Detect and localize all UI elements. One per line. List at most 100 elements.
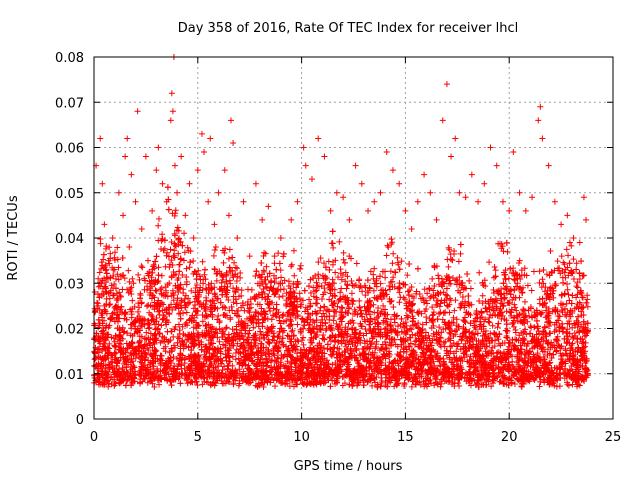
data-point [330,244,337,251]
data-point [565,291,572,298]
data-point [130,280,137,287]
data-point [155,215,162,222]
data-point [144,257,151,264]
data-point [211,221,218,228]
data-points [91,54,591,391]
data-point [226,246,233,253]
data-point [117,293,124,300]
data-point [476,269,483,276]
data-point [499,198,506,205]
data-point [155,222,162,229]
data-point [129,275,136,282]
data-point [565,252,572,259]
data-point [570,275,577,282]
data-point [536,330,543,337]
data-point [493,162,500,169]
data-point [213,326,220,333]
data-point [388,236,395,243]
data-point [487,144,494,151]
data-point [332,269,339,276]
data-point [429,312,436,319]
data-point [194,382,201,389]
data-point [367,268,374,275]
data-point [162,263,169,270]
data-point [176,261,183,268]
data-point [547,248,554,255]
data-point [536,279,543,286]
data-point [155,144,162,151]
data-point [509,358,516,365]
data-point [445,263,452,270]
data-point [128,171,135,178]
data-point [115,264,122,271]
data-point [272,383,279,390]
data-point [193,282,200,289]
data-point [481,180,488,187]
data-point [424,300,431,307]
data-point [389,167,396,174]
data-point [128,290,135,297]
data-point [429,275,436,282]
data-point [390,250,397,257]
data-point [453,316,460,323]
data-point [103,279,110,286]
data-point [528,287,535,294]
data-point [207,135,214,142]
data-point [95,275,102,282]
data-point [159,180,166,187]
data-point [533,331,540,338]
data-point [279,293,286,300]
data-point [268,316,275,323]
data-point [530,268,537,275]
data-point [408,225,415,232]
data-point [215,189,222,196]
data-point [288,216,295,223]
data-point [132,198,139,205]
data-point [211,290,218,297]
data-point [540,266,547,273]
data-point [225,255,232,262]
data-point [136,276,143,283]
data-point [402,207,409,214]
data-point [450,314,457,321]
data-point [205,281,212,288]
data-point [142,153,149,160]
data-point [294,321,301,328]
data-point [296,290,303,297]
data-point [134,308,141,315]
data-point [510,149,517,156]
data-point [122,153,129,160]
data-point [168,238,175,245]
data-point [468,171,475,178]
data-point [479,292,486,299]
data-point [573,283,580,290]
data-point [278,274,285,281]
data-point [168,301,175,308]
data-point [506,207,513,214]
data-point [263,263,270,270]
data-point [109,235,116,241]
data-point [421,171,428,178]
data-point [197,276,204,283]
data-point [337,289,344,296]
data-point [264,338,271,345]
data-point [149,207,156,214]
data-point [344,281,351,288]
data-point [225,212,232,219]
data-point [522,326,529,333]
data-point [153,167,160,174]
data-point [340,194,347,201]
data-point [475,198,482,205]
data-point [265,203,272,210]
data-point [333,189,340,196]
data-point [455,258,462,265]
data-point [96,269,103,276]
data-point [246,253,253,260]
data-point [112,275,119,282]
data-point [275,250,282,257]
data-point [205,198,212,205]
data-point [101,221,108,228]
data-point [168,90,175,97]
data-point [158,322,165,329]
data-point [462,194,469,201]
